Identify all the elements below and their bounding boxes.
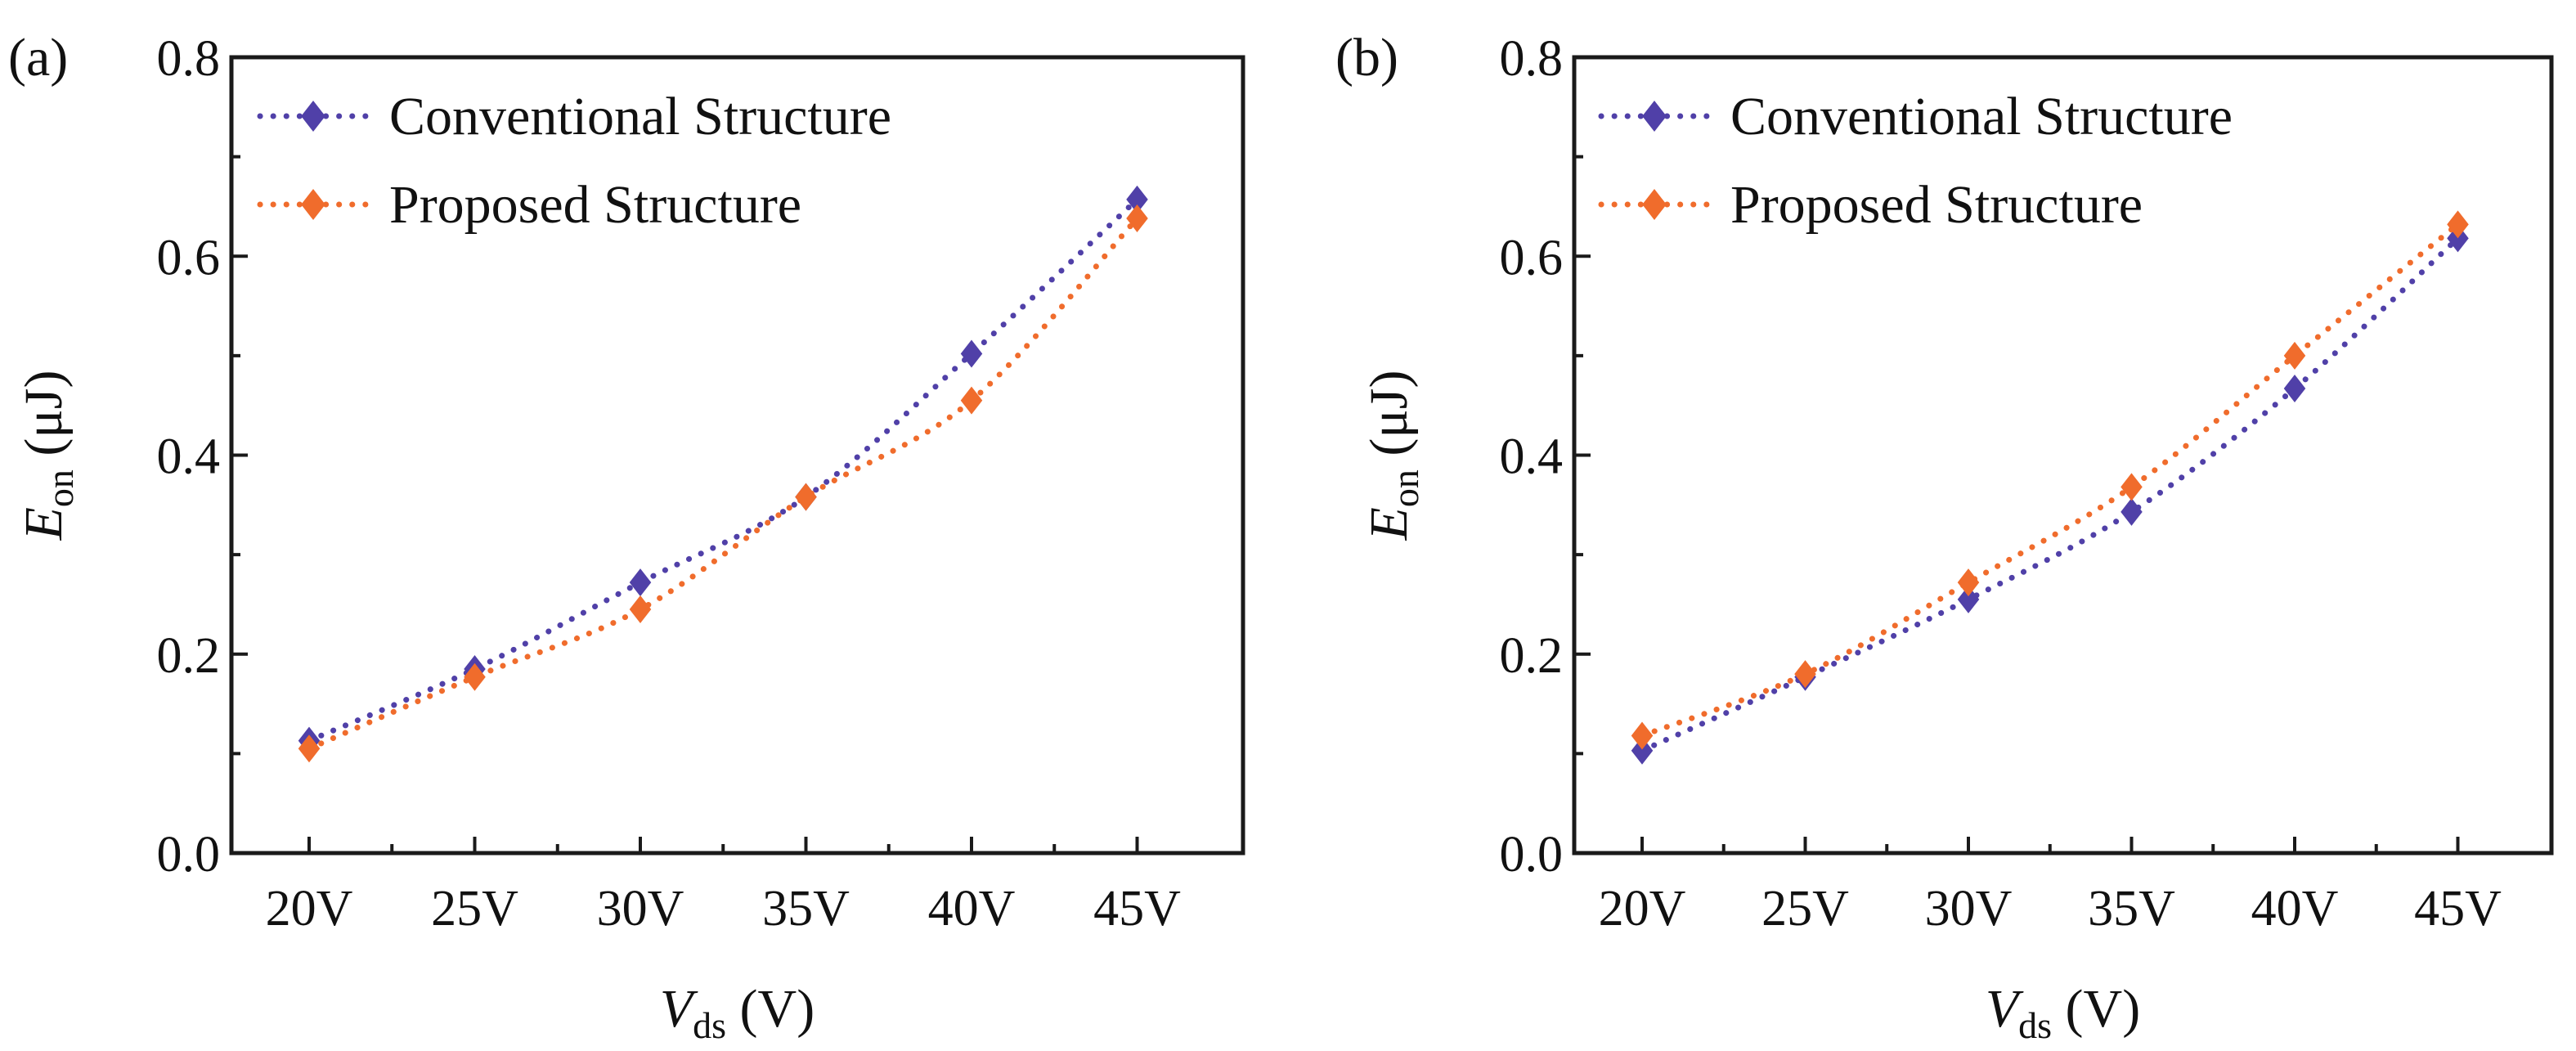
x-tick-label: 35V bbox=[762, 881, 850, 936]
data-point-proposed-30V bbox=[1957, 568, 1980, 597]
series-line bbox=[306, 196, 1140, 744]
data-point-proposed-40V bbox=[960, 386, 983, 415]
legend-marker-diamond-icon bbox=[301, 189, 325, 220]
y-tick-label: 0.2 bbox=[1500, 628, 1564, 684]
data-point-proposed-35V bbox=[2120, 473, 2143, 501]
series-line bbox=[1639, 235, 2461, 754]
data-point-proposed-45V bbox=[2447, 210, 2469, 239]
x-tick-label: 40V bbox=[928, 881, 1016, 936]
legend-label: Proposed Structure bbox=[389, 175, 801, 235]
data-point-conventional-30V bbox=[1957, 585, 1980, 613]
data-point-proposed-40V bbox=[2283, 341, 2306, 370]
x-tick-label: 20V bbox=[266, 881, 353, 936]
data-point-proposed-20V bbox=[298, 734, 321, 763]
x-axis-title: Vds (V) bbox=[1986, 979, 2140, 1046]
y-tick-label: 0.4 bbox=[157, 429, 221, 485]
data-point-conventional-20V bbox=[1631, 736, 1654, 765]
y-tick-label: 0.6 bbox=[1500, 230, 1564, 285]
x-tick-label: 35V bbox=[2088, 881, 2175, 936]
chart-panel-a: (a) 0.0 0.2 0.4 0.6 0.8 20V 25V 30V 35V 40V 45V Vds … bbox=[8, 28, 1245, 1046]
panel-label: (a) bbox=[8, 28, 68, 88]
series-line bbox=[1639, 221, 2461, 739]
series-proposed: Proposed Structure bbox=[257, 175, 1148, 763]
data-point-conventional-35V bbox=[2120, 497, 2143, 526]
series-line bbox=[306, 215, 1140, 752]
legend-marker-diamond-icon bbox=[301, 101, 325, 132]
data-point-proposed-35V bbox=[795, 483, 817, 511]
panel-label: (b) bbox=[1335, 28, 1398, 88]
data-point-proposed-45V bbox=[1126, 204, 1148, 233]
legend-marker-diamond-icon bbox=[1642, 101, 1667, 132]
legend-label: Proposed Structure bbox=[1730, 175, 2143, 235]
y-axis-title: Eon (μJ) bbox=[1359, 371, 1426, 541]
y-tick-label: 0.0 bbox=[157, 827, 221, 883]
y-tick-label: 0.8 bbox=[157, 31, 221, 87]
data-point-conventional-30V bbox=[629, 568, 652, 597]
y-tick-label: 0.4 bbox=[1500, 429, 1564, 485]
x-tick-label: 40V bbox=[2251, 881, 2339, 936]
x-tick-label: 45V bbox=[1093, 881, 1181, 936]
data-point-proposed-25V bbox=[1794, 660, 1816, 689]
legend-label: Conventional Structure bbox=[389, 87, 891, 146]
x-tick-label: 45V bbox=[2414, 881, 2502, 936]
series-conventional: Conventional Structure bbox=[1598, 87, 2469, 765]
y-tick-label: 0.2 bbox=[157, 628, 221, 684]
legend-marker-diamond-icon bbox=[1642, 189, 1667, 220]
data-point-conventional-40V bbox=[960, 339, 983, 368]
y-tick-label: 0.6 bbox=[157, 230, 221, 285]
x-tick-label: 20V bbox=[1599, 881, 1686, 936]
x-axis-title: Vds (V) bbox=[660, 979, 815, 1046]
x-tick-label: 30V bbox=[1925, 881, 2013, 936]
data-point-proposed-25V bbox=[464, 662, 486, 691]
y-tick-label: 0.0 bbox=[1500, 827, 1564, 883]
x-tick-label: 25V bbox=[1761, 881, 1849, 936]
data-point-proposed-20V bbox=[1631, 721, 1654, 750]
chart-panel-b: (b) 0.0 0.2 0.4 0.6 0.8 20V 25V 30V 35V 40V 45V Vds … bbox=[1335, 28, 2554, 1046]
data-point-conventional-40V bbox=[2283, 375, 2306, 403]
legend-label: Conventional Structure bbox=[1730, 87, 2233, 146]
y-axis-title: Eon (μJ) bbox=[14, 371, 81, 541]
x-tick-label: 30V bbox=[597, 881, 684, 936]
data-point-proposed-30V bbox=[629, 595, 652, 624]
data-point-conventional-45V bbox=[1126, 185, 1148, 213]
series-conventional: Conventional Structure bbox=[257, 87, 1148, 755]
y-tick-label: 0.8 bbox=[1500, 31, 1564, 87]
x-tick-label: 25V bbox=[431, 881, 518, 936]
series-proposed: Proposed Structure bbox=[1598, 175, 2469, 750]
